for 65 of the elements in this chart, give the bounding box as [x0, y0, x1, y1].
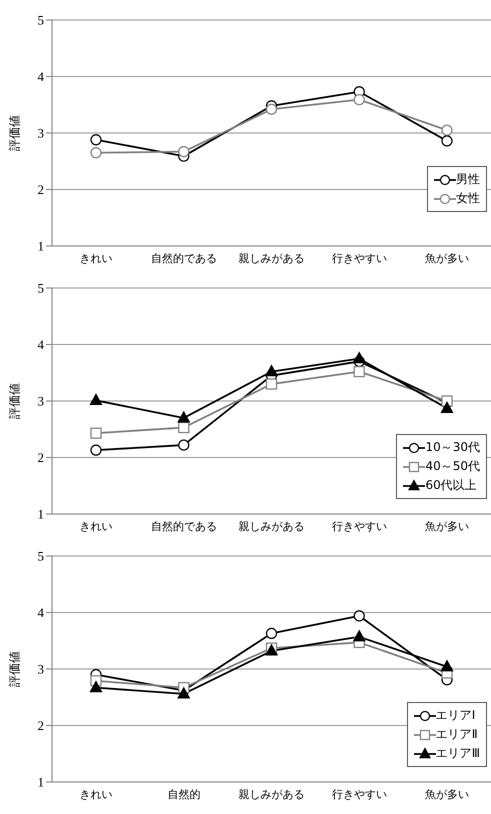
x-tick-label: 親しみがある [238, 788, 304, 801]
x-tick-label: 自然的である [150, 520, 217, 533]
legend-label: 男性 [456, 171, 480, 188]
y-tick-label: 3 [38, 394, 44, 409]
point [354, 610, 365, 622]
legend-label: エリアⅠ [436, 707, 476, 724]
x-tick-label: 魚が多い [425, 788, 469, 801]
y-axis-title: 評価値 [7, 651, 22, 687]
x-tick-label: きれい [80, 252, 112, 265]
y-tick-label: 2 [38, 182, 44, 198]
point [354, 366, 365, 378]
point [440, 660, 454, 672]
point [266, 104, 278, 115]
x-tick-label: 魚が多い [425, 520, 469, 533]
point [440, 402, 454, 413]
legend-label: 女性 [456, 190, 480, 207]
point [178, 439, 190, 451]
x-tick-label: 自然的 [167, 788, 200, 801]
point [90, 147, 102, 158]
point [90, 444, 102, 456]
legend-label: エリアⅢ [436, 745, 480, 762]
x-tick-label: 行きやすい [332, 520, 387, 533]
point [90, 428, 102, 439]
legend-label: 40～50代 [425, 458, 480, 475]
y-tick-label: 1 [38, 238, 44, 254]
y-tick-label: 4 [38, 605, 44, 620]
point [266, 628, 278, 640]
point [90, 394, 102, 406]
y-tick-label: 2 [38, 450, 44, 466]
y-tick-label: 4 [38, 337, 44, 352]
x-tick-label: きれい [80, 788, 112, 801]
legend-label: 60代以上 [425, 477, 477, 494]
point [353, 352, 366, 364]
point [266, 378, 278, 390]
point [353, 630, 366, 642]
x-tick-label: 親しみがある [238, 252, 304, 265]
x-tick-label: 親しみがある [238, 520, 304, 533]
y-tick-label: 4 [38, 69, 44, 84]
x-tick-label: 行きやすい [332, 788, 387, 801]
y-tick-label: 1 [38, 506, 44, 522]
point [354, 94, 365, 106]
y-axis-title: 評価値 [7, 115, 22, 151]
point [178, 146, 190, 158]
y-axis-title: 評価値 [7, 383, 22, 419]
point [441, 135, 453, 147]
legend-label: 10～30代 [425, 439, 480, 456]
y-tick-label: 3 [38, 662, 44, 677]
y-tick-label: 5 [38, 548, 44, 564]
x-tick-label: きれい [80, 520, 112, 533]
y-tick-label: 1 [38, 774, 44, 790]
point [178, 422, 190, 434]
y-tick-label: 5 [38, 280, 44, 296]
y-tick-label: 2 [38, 718, 44, 734]
point [90, 681, 102, 692]
point [178, 687, 190, 698]
point [265, 365, 278, 376]
point [441, 124, 453, 136]
x-tick-label: 行きやすい [332, 252, 387, 265]
point [178, 411, 190, 423]
x-tick-label: 魚が多い [425, 252, 469, 265]
legend-label: エリアⅡ [436, 726, 478, 743]
point [90, 134, 102, 146]
y-tick-label: 5 [38, 12, 44, 28]
y-tick-label: 3 [38, 126, 44, 141]
x-tick-label: 自然的である [150, 252, 217, 265]
